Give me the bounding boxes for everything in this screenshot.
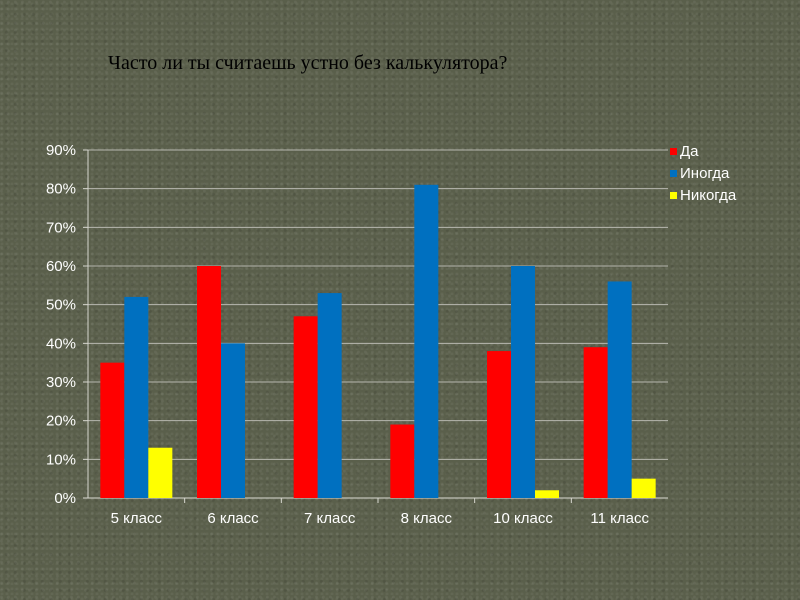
y-tick-label: 50% (46, 297, 76, 314)
y-tick-label: 0% (54, 490, 76, 507)
bar (197, 266, 221, 498)
gridlines (83, 149, 668, 503)
x-category-label: 6 класс (207, 510, 259, 527)
bar (511, 266, 535, 498)
legend-label: Да (680, 143, 699, 160)
legend-label: Никогда (680, 187, 737, 204)
y-tick-label: 80% (46, 181, 76, 198)
x-category-label: 5 класс (111, 510, 163, 527)
bar (390, 424, 415, 498)
legend-swatch (670, 192, 677, 199)
x-category-label: 10 класс (493, 510, 553, 527)
y-tick-label: 10% (46, 451, 76, 468)
legend: Да Иногда Никогда (670, 143, 737, 204)
bar (317, 293, 342, 498)
y-tick-label: 20% (46, 413, 76, 430)
bar (293, 316, 318, 498)
y-tick-label: 90% (46, 142, 76, 159)
legend-swatch (670, 170, 677, 177)
x-axis-categories: 5 класс 6 класс 7 класс 8 класс 10 класс 11 к… (111, 510, 650, 527)
y-axis-ticks: 0% 10% 20% 30% 40% 50% 60% 70% 80% 90% (46, 142, 76, 507)
y-tick-label: 30% (46, 374, 76, 391)
bars (100, 184, 656, 499)
bar (583, 347, 608, 498)
bar (124, 296, 149, 498)
bar (414, 184, 439, 499)
bar (487, 351, 511, 498)
legend-swatch (670, 148, 677, 155)
y-tick-label: 70% (46, 219, 76, 236)
chart-title: Часто ли ты считаешь устно без калькулят… (108, 52, 508, 74)
y-tick-label: 60% (46, 258, 76, 275)
bar (607, 281, 632, 498)
legend-label: Иногда (680, 165, 730, 182)
bar (535, 490, 559, 498)
x-category-label: 11 класс (590, 510, 649, 527)
x-category-label: 7 класс (304, 510, 356, 527)
bar (221, 343, 245, 498)
bar (148, 447, 173, 498)
x-category-label: 8 класс (401, 510, 453, 527)
bar (100, 362, 125, 498)
y-tick-label: 40% (46, 335, 76, 352)
bar (631, 478, 656, 498)
